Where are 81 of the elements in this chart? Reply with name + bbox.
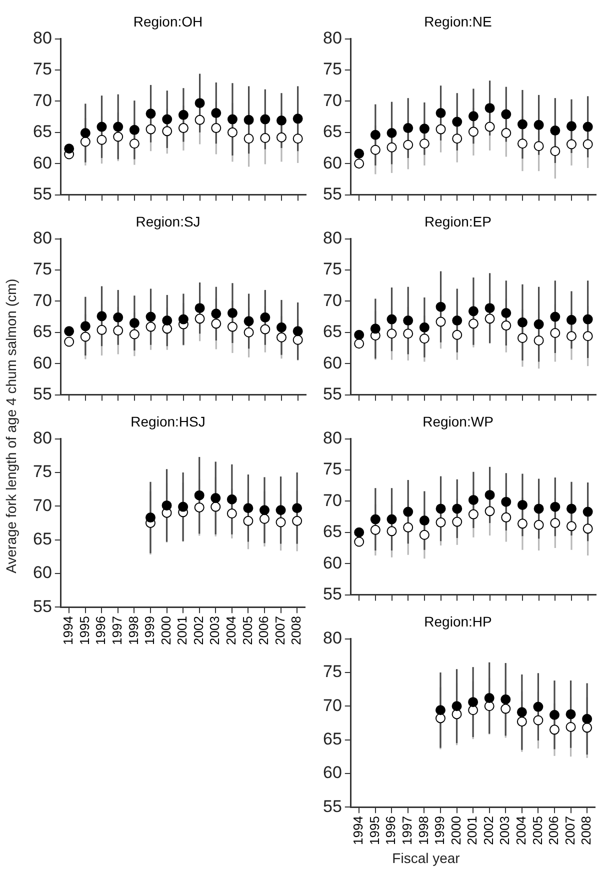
x-tick-label: 2008 <box>288 616 304 645</box>
x-tick-label: 2007 <box>272 616 288 645</box>
x-tick-label: 2005 <box>530 816 545 845</box>
y-tick-label: 75 <box>322 60 342 79</box>
chart-title: Region:HSJ <box>130 413 206 430</box>
y-tick-label: 60 <box>322 553 342 572</box>
y-tick-label: 55 <box>32 184 52 204</box>
x-tick-label: 2006 <box>256 616 272 645</box>
y-tick-label: 65 <box>322 729 342 748</box>
y-tick-label: 70 <box>322 490 342 510</box>
x-axis-title: Fiscal year <box>391 850 461 866</box>
y-tick-label: 65 <box>322 522 342 542</box>
chart-title: Region:HP <box>424 613 492 630</box>
y-tick-label: 65 <box>32 322 52 342</box>
y-tick-label: 80 <box>322 428 342 448</box>
chart-title: Region:EP <box>424 213 492 230</box>
x-tick-label: 2007 <box>562 816 578 845</box>
y-tick-label: 70 <box>32 290 52 310</box>
x-tick-label: 1998 <box>416 816 431 845</box>
x-tick-label: 2003 <box>497 816 512 845</box>
x-tick-label: 2005 <box>240 616 255 645</box>
x-tick-label: 2000 <box>448 816 464 845</box>
y-tick-label: 75 <box>32 462 52 482</box>
y-tick-label: 65 <box>32 529 52 548</box>
y-tick-label: 75 <box>322 460 342 479</box>
y-tick-label: 60 <box>322 153 342 172</box>
y-tick-label: 75 <box>322 260 342 279</box>
x-tick-label: 1996 <box>93 616 108 645</box>
x-tick-label: 2003 <box>207 616 222 645</box>
y-tick-label: 70 <box>322 90 342 110</box>
chart-title: Region:SJ <box>136 213 200 230</box>
y-tick-label: 65 <box>322 122 342 142</box>
x-tick-label: 2006 <box>546 816 562 845</box>
chart-title: Region:WP <box>422 413 494 430</box>
y-tick-label: 60 <box>322 353 342 372</box>
x-tick-label: 1996 <box>383 816 398 845</box>
x-tick-label: 1995 <box>76 616 92 645</box>
y-tick-label: 80 <box>322 228 342 248</box>
y-tick-label: 70 <box>32 90 52 110</box>
y-tick-label: 80 <box>32 228 52 248</box>
y-tick-label: 60 <box>32 563 52 582</box>
x-tick-label: 2002 <box>190 616 206 645</box>
y-tick-label: 55 <box>322 184 342 204</box>
y-tick-label: 80 <box>32 28 52 48</box>
y-axis-title: Average fork length of age 4 chum salmon (cm) <box>3 278 19 576</box>
chart-title: Region:OH <box>133 13 203 30</box>
y-tick-label: 75 <box>32 60 52 79</box>
y-tick-label: 55 <box>322 796 342 816</box>
x-tick-label: 1994 <box>350 816 366 845</box>
x-tick-label: 1997 <box>109 616 124 645</box>
chart-title: Region:NE <box>424 13 492 30</box>
y-tick-label: 55 <box>32 596 52 616</box>
x-tick-label: 1999 <box>432 816 448 845</box>
y-tick-label: 60 <box>32 153 52 172</box>
x-tick-label: 1999 <box>142 616 158 645</box>
x-tick-label: 2000 <box>158 616 174 645</box>
x-tick-label: 2001 <box>174 616 190 645</box>
y-tick-label: 55 <box>322 384 342 404</box>
x-tick-label: 2002 <box>480 816 496 845</box>
y-tick-label: 70 <box>322 696 342 715</box>
y-tick-label: 75 <box>322 662 342 682</box>
y-tick-label: 55 <box>32 384 52 404</box>
x-tick-label: 1997 <box>399 816 414 845</box>
x-tick-label: 2004 <box>224 616 238 645</box>
y-tick-label: 65 <box>322 322 342 342</box>
x-tick-label: 2001 <box>464 816 480 845</box>
y-tick-label: 70 <box>322 290 342 310</box>
y-tick-label: 80 <box>322 28 342 48</box>
y-tick-label: 60 <box>322 763 342 782</box>
x-tick-label: 1998 <box>126 616 141 645</box>
x-tick-label: 2004 <box>514 816 528 845</box>
y-tick-label: 65 <box>32 122 52 142</box>
x-tick-label: 1995 <box>366 816 382 845</box>
x-tick-label: 1994 <box>60 616 76 645</box>
y-tick-label: 70 <box>32 496 52 515</box>
y-tick-label: 55 <box>322 584 342 604</box>
x-tick-label: 2008 <box>578 816 594 845</box>
y-tick-label: 60 <box>32 353 52 372</box>
y-tick-label: 75 <box>32 260 52 279</box>
y-tick-label: 80 <box>322 628 342 648</box>
y-tick-label: 80 <box>32 428 52 448</box>
